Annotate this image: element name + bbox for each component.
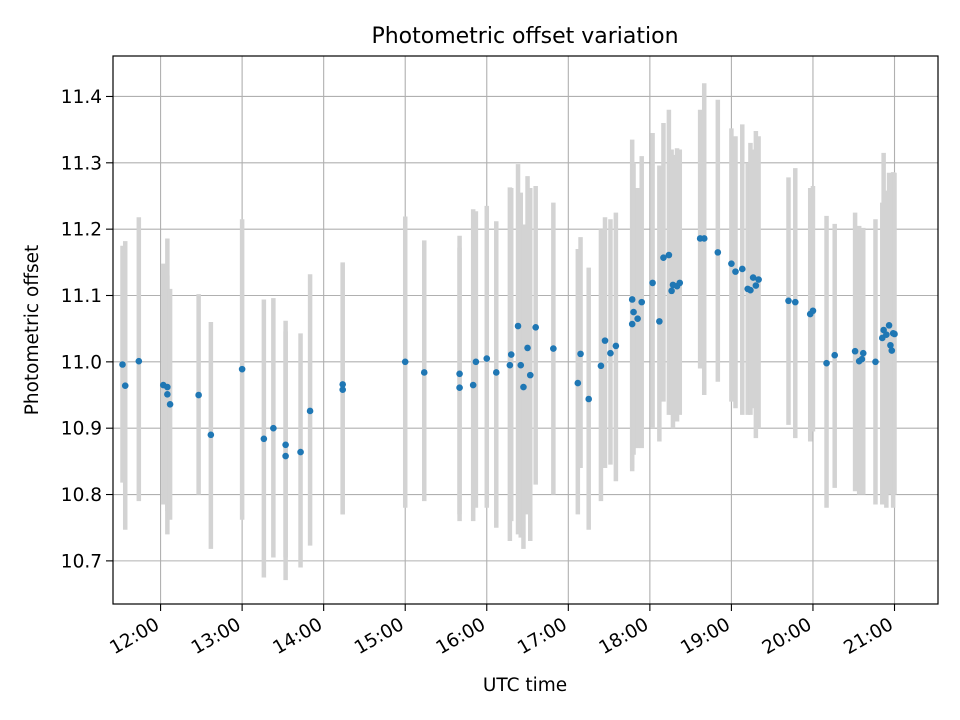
chart-title: Photometric offset variation	[371, 24, 678, 49]
data-point	[507, 351, 515, 358]
data-point	[282, 452, 289, 460]
data-point	[749, 274, 757, 281]
data-point	[472, 358, 480, 366]
data-point	[791, 298, 799, 306]
data-point	[164, 391, 171, 398]
data-point	[612, 342, 620, 350]
data-point	[649, 279, 656, 287]
data-point	[628, 296, 636, 303]
data-point	[420, 369, 428, 376]
data-point	[755, 276, 762, 283]
data-point	[747, 286, 754, 294]
data-point	[306, 407, 314, 415]
y-tick-label: 11.0	[61, 352, 102, 373]
data-point	[135, 357, 143, 365]
data-point	[831, 351, 839, 359]
data-point	[492, 369, 500, 376]
data-point	[728, 260, 735, 267]
data-point	[339, 386, 346, 394]
data-point	[872, 358, 879, 366]
data-point	[883, 331, 890, 338]
data-point	[752, 282, 760, 289]
data-point	[550, 345, 557, 352]
data-point	[676, 279, 684, 287]
data-point	[668, 287, 675, 295]
data-point	[195, 391, 202, 399]
data-point	[520, 383, 527, 391]
data-point	[339, 381, 346, 388]
data-point	[469, 381, 477, 389]
data-point	[638, 298, 646, 306]
plot-area-frame	[112, 55, 939, 605]
data-point	[665, 251, 673, 259]
data-point	[630, 308, 637, 316]
y-axis-label: Photometric offset	[22, 245, 43, 416]
y-tick-label: 11.3	[61, 153, 102, 174]
data-point	[238, 365, 246, 373]
data-point	[891, 330, 898, 338]
data-point	[634, 315, 641, 323]
data-point	[121, 382, 129, 390]
data-point	[656, 318, 663, 325]
data-point	[714, 249, 722, 256]
data-point	[483, 355, 491, 362]
data-point	[577, 350, 584, 358]
data-point	[297, 448, 304, 456]
y-tick-label: 10.8	[61, 485, 102, 506]
data-point	[851, 347, 859, 355]
data-point	[601, 337, 609, 344]
data-point	[732, 268, 739, 275]
data-point	[456, 384, 463, 392]
data-point	[607, 349, 614, 357]
data-point	[888, 347, 896, 354]
data-point	[823, 359, 830, 367]
data-point	[785, 297, 792, 305]
y-axis-ticks: 10.7 10.8 10.9 11.0 11.1 11.2 11.3 11.4	[61, 87, 113, 572]
data-point	[401, 358, 409, 366]
data-point	[524, 344, 531, 352]
y-tick-label: 11.1	[61, 286, 102, 307]
x-axis-label: UTC time	[483, 675, 567, 696]
data-point	[260, 435, 268, 443]
data-point	[885, 322, 893, 329]
data-point	[597, 362, 605, 370]
y-tick-label: 10.9	[61, 419, 102, 440]
data-point	[585, 395, 593, 403]
data-point	[858, 355, 866, 363]
data-points	[119, 235, 898, 460]
data-point	[628, 320, 636, 328]
data-point	[738, 265, 746, 273]
data-point	[514, 322, 522, 330]
data-point	[282, 441, 289, 449]
data-point	[119, 361, 126, 368]
data-point	[164, 383, 171, 391]
data-point	[517, 361, 525, 369]
data-point	[660, 254, 667, 261]
data-point	[887, 341, 894, 349]
data-point	[859, 349, 867, 357]
data-point	[207, 431, 215, 439]
data-point	[574, 379, 582, 387]
data-point	[700, 235, 708, 242]
data-point	[270, 424, 277, 432]
y-tick-label: 11.2	[61, 220, 102, 241]
y-tick-label: 10.7	[61, 551, 102, 572]
data-point	[506, 361, 514, 369]
y-tick-label: 11.4	[61, 87, 102, 108]
data-point	[456, 370, 463, 378]
data-point	[532, 324, 539, 331]
data-point	[809, 307, 817, 315]
data-point	[166, 401, 174, 408]
data-point	[526, 371, 534, 379]
